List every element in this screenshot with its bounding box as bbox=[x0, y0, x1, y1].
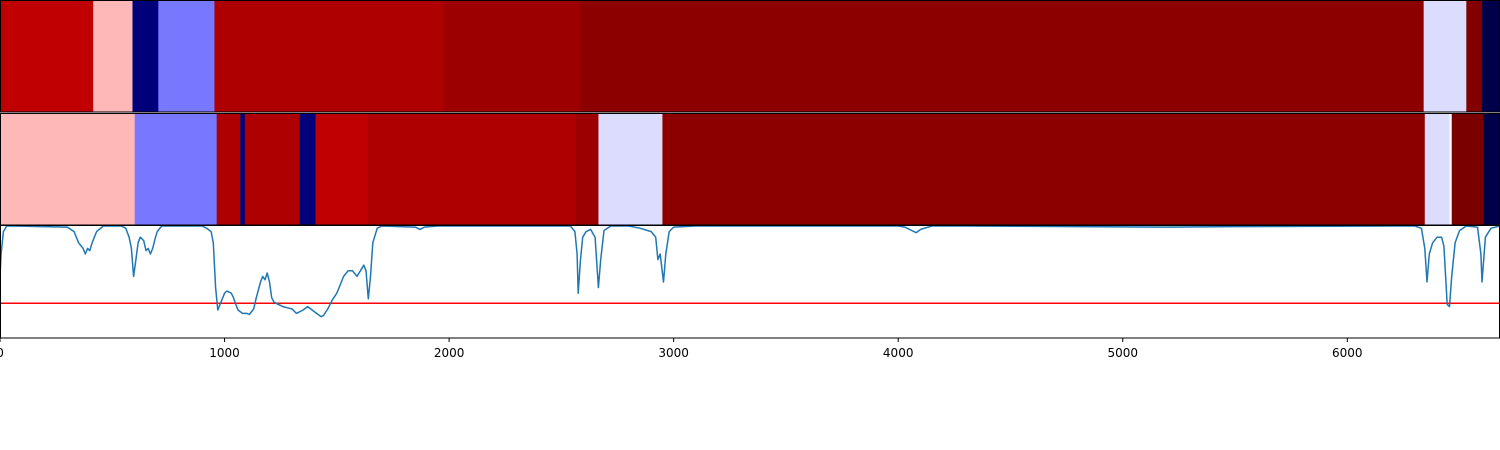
heatmap-middle bbox=[0, 113, 1500, 225]
x-axis: 0 1000 2000 3000 4000 5000 6000 bbox=[0, 338, 1363, 360]
heatmap-middle-segment bbox=[299, 113, 316, 225]
heatmap-middle-segment bbox=[1424, 113, 1450, 225]
x-tick-label: 6000 bbox=[1332, 346, 1363, 360]
heatmap-middle-segment bbox=[240, 113, 246, 225]
heatmap-top-segment bbox=[1466, 0, 1483, 112]
heatmap-top-segment bbox=[132, 0, 159, 112]
x-tick-label: 1000 bbox=[209, 346, 240, 360]
x-tick-label: 4000 bbox=[883, 346, 914, 360]
heatmap-middle-segment bbox=[1451, 113, 1484, 225]
heatmap-top-segment bbox=[580, 0, 1425, 112]
x-tick-label: 0 bbox=[0, 346, 4, 360]
heatmap-middle-segment bbox=[244, 113, 301, 225]
heatmap-top-segment bbox=[214, 0, 444, 112]
line-plot: 0 1000 2000 3000 4000 5000 6000 bbox=[0, 225, 1500, 360]
line-plot-frame bbox=[0, 225, 1500, 339]
heatmap-middle-segment bbox=[598, 113, 663, 225]
heatmap-top-segment bbox=[0, 0, 94, 112]
heatmap-middle-segment bbox=[216, 113, 241, 225]
heatmap-top-segment bbox=[443, 0, 581, 112]
x-tick-label: 3000 bbox=[658, 346, 689, 360]
x-tick-label: 5000 bbox=[1107, 346, 1138, 360]
heatmap-middle-segment bbox=[1449, 113, 1453, 225]
heatmap-top-segment bbox=[158, 0, 215, 112]
heatmap-middle-segment bbox=[575, 113, 599, 225]
heatmap-top-segment bbox=[1423, 0, 1467, 112]
heatmap-middle-segment bbox=[368, 113, 577, 225]
x-tick-label: 2000 bbox=[434, 346, 465, 360]
heatmap-middle-segment bbox=[0, 113, 136, 225]
heatmap-top-segment bbox=[1482, 0, 1500, 112]
heatmap-top-segment bbox=[93, 0, 133, 112]
heatmap-middle-segment bbox=[662, 113, 1426, 225]
heatmap-middle-segment bbox=[1483, 113, 1500, 225]
heatmap-middle-segment bbox=[134, 113, 218, 225]
heatmap-top bbox=[0, 0, 1500, 112]
heatmap-middle-segment bbox=[315, 113, 369, 225]
